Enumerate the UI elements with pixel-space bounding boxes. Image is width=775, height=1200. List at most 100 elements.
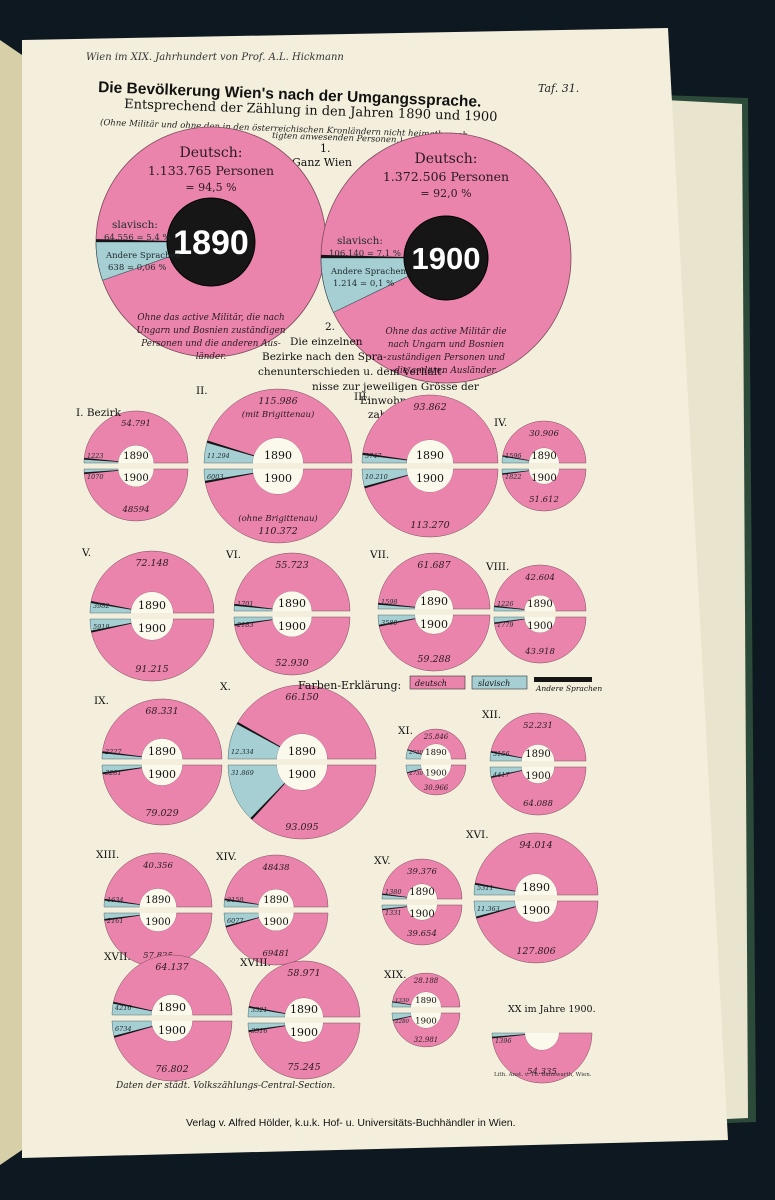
district-chart-19: 1890 28.188 1330 1900 32.981 2280 XIX. [384,969,462,1048]
district-chart-7: 1890 61.687 1598 1900 59.288 3580 VII. [369,549,492,672]
inner-disc-1890 [276,733,328,759]
inner-disc-1900 [525,1033,559,1050]
inner-disc-1890 [514,873,558,895]
andere-label-1900: Andere Sprachen [330,267,407,277]
slavisch-label-1890: 1596 [505,452,522,460]
section2-label: 2. [325,321,335,333]
year-label-1890: 1890 [173,224,249,262]
year-label-1900: 1900 [278,620,306,633]
slavisch-label-1900: 11.363 [477,905,500,913]
deutsch-label-1890: 93.862 [413,402,446,413]
year-label-1890: 1890 [415,996,437,1006]
inner-disc-1900 [284,1023,324,1043]
inner-disc-1890 [521,744,555,761]
year-label-1890: 1890 [264,449,292,462]
year-label-1890: 1890 [531,451,556,462]
slavisch-label-1890: 1226 [497,600,514,608]
slavisch-label-1890: 12.334 [231,748,254,756]
year-label-1900: 1900 [123,473,148,484]
inner-disc-1890 [407,884,437,899]
slavisch-label-1900: 2161 [106,917,124,925]
district-chart-12: 1890 52.231 3156 1900 64.088 4417 XII. [482,709,588,816]
deutsch-label-1890: 55.723 [275,560,308,571]
deutsch-label-1890: 61.687 [417,560,451,571]
district-chart-9: 1890 68.331 2227 1900 79.029 3281 IX. [94,695,224,826]
year-label-1900: 1900 [263,917,288,928]
deutsch-label-1900: 75.245 [287,1062,320,1073]
year-label-1900: 1900 [412,241,481,276]
inner-disc-1890 [141,738,183,759]
slice-andere-1890 [494,605,525,610]
deutsch-label-1900: 91.215 [135,664,168,675]
slice-andere-1890 [90,601,132,610]
slice-andere-1900 [364,474,408,489]
slavisch-label-1890: 3156 [493,750,510,758]
slavisch-label-1900: 3580 [381,619,398,627]
slice-andere-1890 [362,452,408,461]
inner-disc-1890 [151,994,193,1015]
slavisch-label-1900: 4417 [492,771,510,779]
slavisch-label-1890: 1598 [381,598,398,606]
inner-disc-1900 [272,617,312,637]
year-label-1900: 1900 [415,1017,437,1027]
slice-andere-1890 [113,1001,153,1012]
slice-andere-1900 [476,906,516,919]
inner-disc-1900 [521,767,555,784]
district-chart-8: 1890 42.604 1226 1900 43.918 1779 VIII. [485,561,588,664]
district-numeral: XVII. [104,951,131,963]
year-label-1900: 1900 [158,1024,186,1037]
inner-disc-1890 [258,889,294,907]
deutsch-label-1890: 25.846 [423,733,449,741]
year-label-1900: 1900 [531,473,556,484]
legend-label-slavisch: slavisch [478,679,510,688]
lithographer-note: Lith. Anst. v. Th. Bannwarth, Wien. [494,1072,592,1078]
legend-label-andere: Andere Sprachen [535,684,602,693]
slavisch-label-1890: 1701 [237,600,254,608]
slice-andere-1890 [382,893,408,898]
year-label-1890: 1890 [123,451,148,462]
inner-disc-1890 [118,445,154,463]
slavisch-label-1890: 3747 [365,452,382,460]
year-label-1890: 1890 [148,745,176,758]
section2-text: 2. Die einzelnen Bezirke nach den Spra- … [258,321,480,421]
inner-disc-1890 [272,591,312,611]
slavisch-value-1890: 64.556 = 5,4 % [104,233,171,243]
slice-andere-1900 [502,470,530,475]
year-label-1890: 1890 [425,748,447,758]
inner-disc-1900 [421,765,451,780]
legend-swatch-deutsch [409,675,466,690]
slavisch-label-1890: 1330 [395,998,409,1004]
slice-andere-1890 [490,751,523,759]
note-line-1900-0: Ohne das active Militär die [385,327,506,337]
deutsch-label-1900: 76.802 [155,1064,188,1075]
section1-label: 1. [320,142,331,155]
year-label-1890: 1890 [522,881,550,894]
inner-disc-1900 [407,905,437,920]
deutsch-value-1900: 1.372.506 Personen [383,169,509,184]
deutsch-label-1890: 68.331 [145,706,178,717]
slice-andere-1890 [378,602,416,608]
year-label-1890: 1890 [420,595,448,608]
district-chart-6: 1890 55.723 1701 1900 52.930 2183 VI. [225,549,352,676]
slavisch-label-1900: 1822 [505,473,522,481]
slice-andere-1900 [494,618,525,624]
slavisch-label-1900: 6077 [227,917,244,925]
inner-disc-1890 [139,888,177,907]
slavisch-label-1890: 1380 [385,888,402,896]
district-numeral: XII. [482,709,501,721]
district-chart-16: 1890 94.014 5311 1900 127.806 11.363 XVI. [466,829,600,964]
slice-andere-1900 [248,1025,286,1033]
slice-andere-1900 [378,618,416,627]
note-label-1900: (ohne Brigittenau) [238,513,318,524]
slice-andere-1900 [392,1016,412,1021]
slavisch-label-1900: 1396 [495,1037,512,1045]
andere-value-1890: 638 = 0,06 % [108,263,166,273]
deutsch-label-1890: 54.791 [121,419,151,429]
district-numeral: XV. [374,855,391,867]
legend-swatch-andere [534,677,592,682]
district-numeral: II. [196,385,208,397]
slice-deutsch-1890 [206,388,353,464]
inner-disc-1900 [406,469,454,493]
district-numeral: VI. [225,549,241,561]
